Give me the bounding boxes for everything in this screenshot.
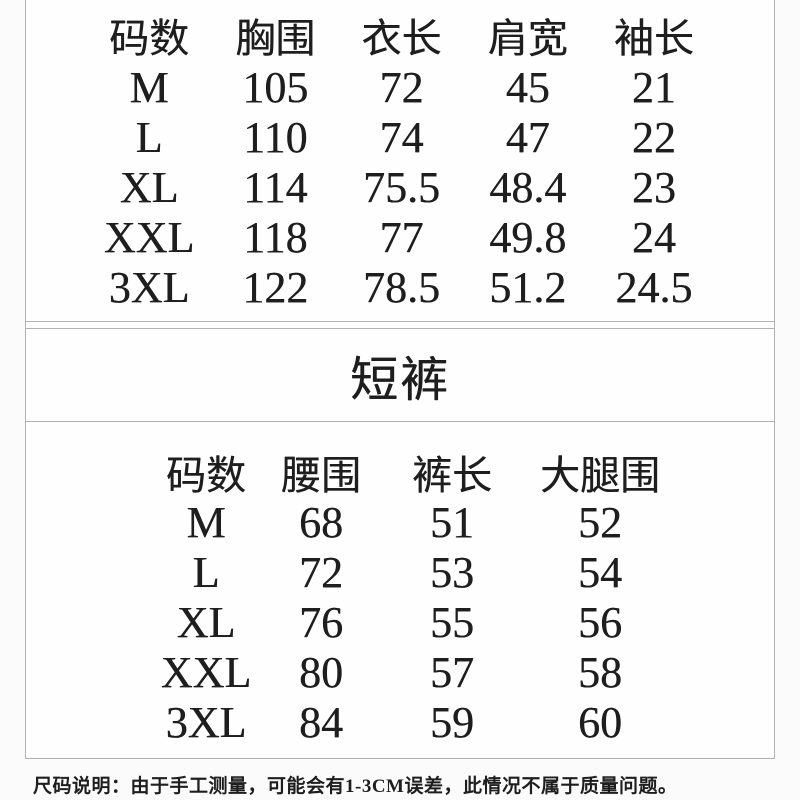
size-label: 3XL [165,697,247,747]
size-value: 68 [299,497,343,547]
size-value: 56 [578,597,622,647]
size-label: 3XL [108,262,190,312]
size-value: 118 [243,212,308,262]
size-value: 84 [299,697,343,747]
column-header-chest: 胸围 [235,15,316,61]
size-label: XXL [103,212,195,262]
size-label: M [129,62,169,112]
size-value: 74 [379,112,424,162]
measurement-note: 尺码说明：由于手工测量，可能会有1-3CM误差，此情况不属于质量问题。 [33,776,678,797]
column-header-length: 衣长 [361,15,442,61]
size-value: 122 [242,262,309,312]
shorts-size-grid: 码数 腰围 裤长 大腿围 M 68 51 52 L 72 53 54 XL 76… [126,422,774,747]
size-value: 54 [578,547,622,597]
column-header-size: 码数 [166,453,246,498]
size-value: 72 [299,547,343,597]
size-value: 51.2 [489,262,567,312]
size-value: 51 [430,497,474,547]
size-value: 21 [631,62,676,112]
size-label: L [135,112,163,162]
size-value: 53 [430,547,474,597]
size-value: 59 [430,697,474,747]
size-value: 110 [243,112,308,162]
size-value: 48.4 [489,162,567,212]
size-value: 23 [631,162,676,212]
section-title: 短裤 [349,354,450,407]
column-header-thigh: 大腿围 [540,453,660,498]
column-header-waist: 腰围 [281,453,361,498]
size-value: 45 [505,62,550,112]
size-value: 49.8 [489,212,567,262]
size-value: 72 [379,62,424,112]
size-value: 75.5 [362,162,440,212]
size-value: 60 [578,697,622,747]
size-label: M [186,497,226,547]
size-value: 47 [505,112,550,162]
size-chart-box: 码数 胸围 衣长 肩宽 袖长 M 105 72 45 21 L 110 74 4… [25,0,775,759]
column-header-sleeve: 袖长 [613,15,694,61]
size-label: XL [176,597,236,647]
size-label: L [192,547,220,597]
shorts-size-table: 码数 腰围 裤长 大腿围 M 68 51 52 L 72 53 54 XL 76… [26,422,774,747]
size-value: 52 [578,497,622,547]
size-value: 80 [299,647,343,697]
size-value: 24 [631,212,676,262]
divider-band [26,322,774,329]
size-value: 55 [430,597,474,647]
size-value: 77 [379,212,424,262]
size-label: XL [119,162,179,212]
size-value: 114 [243,162,308,212]
size-value: 105 [242,62,309,112]
column-header-shoulder: 肩宽 [487,15,568,61]
size-value: 76 [299,597,343,647]
section-title-band: 短裤 [26,329,774,422]
size-value: 24.5 [615,262,693,312]
tops-size-grid: 码数 胸围 衣长 肩宽 袖长 M 105 72 45 21 L 110 74 4… [86,7,717,312]
size-value: 58 [578,647,622,697]
size-value: 22 [631,112,676,162]
size-label: XXL [160,647,252,697]
tops-size-table: 码数 胸围 衣长 肩宽 袖长 M 105 72 45 21 L 110 74 4… [26,7,774,322]
size-value: 57 [430,647,474,697]
column-header-pant-length: 裤长 [412,453,492,498]
column-header-size: 码数 [109,15,190,61]
size-value: 78.5 [362,262,440,312]
